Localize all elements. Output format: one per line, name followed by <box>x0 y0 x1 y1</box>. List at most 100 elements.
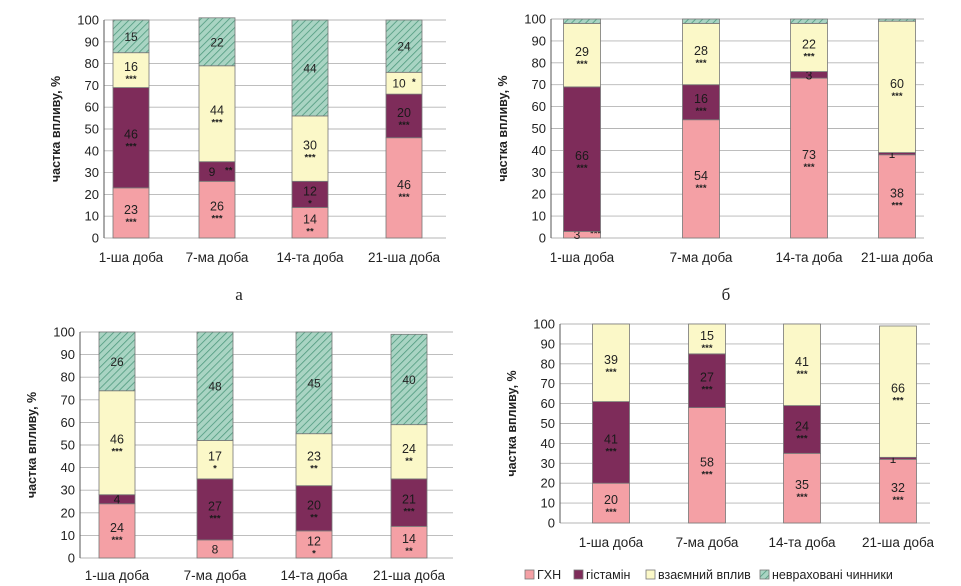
y-tick-label: 0 <box>92 231 99 246</box>
significance-label: ** <box>310 512 318 523</box>
y-tick-label: 70 <box>541 376 555 391</box>
significance-label: *** <box>125 217 136 228</box>
y-tick-label: 30 <box>541 456 555 471</box>
bar-segment-ghn <box>98 503 136 559</box>
bar-segment-ghn <box>390 525 428 559</box>
y-tick-label: 50 <box>85 122 99 137</box>
y-tick-label: 90 <box>85 34 99 49</box>
significance-label: *** <box>905 148 916 159</box>
y-tick-label: 10 <box>532 209 546 224</box>
bar-segment-histamine <box>783 405 821 454</box>
bar-segment-unaccounted <box>385 19 423 73</box>
data-label: 24 <box>795 419 809 433</box>
y-tick-label: 20 <box>61 505 75 520</box>
data-label: 54 <box>694 169 708 183</box>
x-tick-label: 1-ша доба <box>99 250 164 265</box>
data-label: 66 <box>575 149 589 163</box>
data-label: 16 <box>694 92 708 106</box>
y-tick-label: 80 <box>541 356 555 371</box>
y-tick-label: 10 <box>61 528 75 543</box>
significance-label: *** <box>111 447 122 458</box>
y-tick-label: 100 <box>524 12 546 27</box>
bar-segment-unaccounted <box>198 17 236 67</box>
bar-segment-histamine <box>385 93 423 139</box>
data-label: 21 <box>402 493 416 507</box>
significance-label: *** <box>605 367 616 378</box>
data-label: 45 <box>307 376 321 390</box>
y-tick-label: 20 <box>541 476 555 491</box>
bar-segment-ghn <box>592 482 630 524</box>
bar-segment-interaction <box>295 433 333 487</box>
data-label: 23 <box>307 450 321 464</box>
bar-segment-interaction <box>878 20 916 153</box>
legend-swatch-unaccounted <box>759 569 770 580</box>
significance-label: *** <box>605 446 616 457</box>
y-tick-label: 20 <box>532 187 546 202</box>
bar-segment-unaccounted <box>196 331 234 441</box>
bar-segment-ghn <box>291 207 329 239</box>
bar-segment-ghn <box>198 180 236 239</box>
y-tick-label: 10 <box>85 209 99 224</box>
bar-segment-interaction <box>592 323 630 403</box>
significance-label: *** <box>125 74 136 85</box>
data-label: 60 <box>890 77 904 91</box>
significance-label: *** <box>125 142 136 153</box>
data-label: 24 <box>402 442 416 456</box>
bar-segment-interaction <box>390 424 428 480</box>
significance-label: *** <box>576 163 587 174</box>
data-label: 17 <box>208 450 222 464</box>
significance-label: *** <box>211 214 222 225</box>
data-label: 9 <box>209 165 216 179</box>
significance-label: ** <box>310 464 318 475</box>
y-tick-label: 60 <box>61 415 75 430</box>
legend-swatch-histamine <box>573 569 584 580</box>
bar-segment-histamine <box>682 84 720 121</box>
data-label: 24 <box>110 521 124 535</box>
significance-label: * <box>213 464 217 475</box>
bar-segment-ghn <box>112 187 150 239</box>
data-label: 10 <box>392 77 406 91</box>
significance-label: *** <box>803 51 814 62</box>
data-label: 12 <box>307 534 321 548</box>
y-tick-label: 60 <box>532 99 546 114</box>
data-label: 58 <box>700 455 714 469</box>
data-label: 15 <box>124 30 138 44</box>
significance-label: ** <box>405 546 413 557</box>
y-tick-label: 50 <box>61 438 75 453</box>
x-tick-label: 21-ша доба <box>861 250 933 265</box>
bar-segment-ghn <box>879 458 917 524</box>
y-tick-label: 30 <box>85 165 99 180</box>
y-tick-label: 0 <box>548 516 555 531</box>
y-tick-label: 30 <box>532 165 546 180</box>
significance-label: *** <box>892 396 903 407</box>
data-label: 38 <box>890 186 904 200</box>
x-tick-label: 1-ша доба <box>85 568 150 583</box>
bar-segment-unaccounted <box>112 19 150 54</box>
data-label: 15 <box>700 329 714 343</box>
x-tick-label: 14-та доба <box>276 250 344 265</box>
data-label: 24 <box>397 40 411 54</box>
data-label: 12 <box>303 184 317 198</box>
significance-label: * <box>412 77 416 88</box>
bar-segment-histamine <box>563 86 601 232</box>
data-label: 27 <box>208 499 222 513</box>
data-label: 35 <box>795 478 809 492</box>
chart-panel-1: 0 10 20 30 40 50 60 70 80 90 100 частка впливу, % 1-… <box>496 12 933 266</box>
significance-label: *** <box>304 153 315 164</box>
bar-segment-ghn <box>385 137 423 239</box>
data-label: 46 <box>397 178 411 192</box>
x-tick-label: 1-ша доба <box>550 250 615 265</box>
data-label: 41 <box>604 432 618 446</box>
bar-segment-interaction <box>688 323 726 355</box>
data-label: 29 <box>575 45 589 59</box>
significance-label: *** <box>590 229 601 240</box>
data-label: 20 <box>397 106 411 120</box>
data-label: 30 <box>303 139 317 153</box>
y-tick-label: 40 <box>61 460 75 475</box>
significance-label: ** <box>306 227 314 238</box>
legend-label-histamine: гістамін <box>586 568 630 582</box>
x-tick-label: 7-ма доба <box>676 535 739 550</box>
y-tick-label: 40 <box>85 143 99 158</box>
significance-label: *** <box>576 59 587 70</box>
y-tick-label: 30 <box>61 483 75 498</box>
